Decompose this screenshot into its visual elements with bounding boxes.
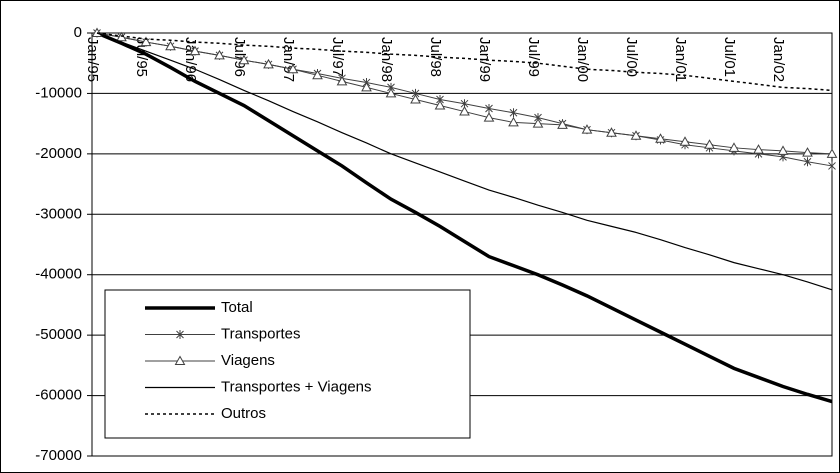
- marker: [655, 133, 666, 143]
- marker: [336, 75, 348, 86]
- marker: [803, 157, 812, 167]
- marker: [679, 136, 691, 146]
- series-line: [96, 31, 833, 404]
- y-tick-label: 0: [74, 24, 82, 41]
- marker: [509, 108, 518, 118]
- marker: [176, 330, 184, 339]
- y-tick-label: -70000: [35, 447, 82, 464]
- x-tick-label: Jan/97: [280, 37, 297, 82]
- marker: [312, 69, 323, 80]
- legend-label: Transportes + Viagens: [221, 378, 372, 395]
- x-tick-label: Jan/99: [476, 37, 493, 82]
- x-tick-label: Jul/98: [427, 37, 444, 77]
- x-tick-label: Jul/01: [721, 37, 738, 77]
- marker: [459, 106, 470, 116]
- marker: [508, 116, 519, 127]
- x-tick-label: Jul/00: [623, 37, 640, 77]
- legend-label: Transportes: [221, 325, 300, 342]
- marker: [557, 119, 568, 129]
- legend-label: Total: [221, 299, 253, 316]
- marker: [91, 27, 103, 37]
- marker: [238, 54, 250, 65]
- marker: [826, 148, 838, 158]
- marker: [140, 36, 152, 47]
- marker: [385, 87, 397, 98]
- x-tick-label: Jan/02: [770, 37, 787, 82]
- marker: [174, 355, 186, 365]
- marker: [606, 127, 617, 137]
- x-tick-label: Jul/99: [525, 37, 542, 77]
- marker: [434, 99, 446, 110]
- marker: [485, 104, 493, 114]
- marker: [189, 45, 201, 56]
- marker: [777, 145, 789, 155]
- y-tick-label: -40000: [35, 266, 82, 283]
- marker: [287, 63, 299, 74]
- marker: [704, 139, 715, 149]
- marker: [263, 58, 274, 69]
- y-tick-label: -60000: [35, 387, 82, 404]
- y-tick-label: -30000: [35, 205, 82, 222]
- x-tick-label: Jan/98: [378, 37, 395, 82]
- legend-label: Outros: [221, 405, 266, 422]
- marker: [753, 144, 764, 154]
- marker: [165, 40, 176, 51]
- x-tick-label: Jul/95: [133, 37, 150, 77]
- y-tick-label: -20000: [35, 145, 82, 162]
- x-tick-label: Jul/96: [231, 37, 248, 77]
- x-tick-label: Jan/00: [574, 37, 591, 82]
- marker: [630, 130, 642, 140]
- marker: [728, 142, 740, 152]
- y-tick-label: -50000: [35, 326, 82, 343]
- marker: [828, 161, 836, 171]
- marker: [361, 81, 372, 92]
- legend-label: Viagens: [221, 352, 275, 369]
- x-tick-label: Jul/97: [329, 37, 346, 77]
- marker: [410, 93, 421, 104]
- marker: [483, 112, 495, 122]
- marker: [581, 124, 593, 134]
- x-tick-label: Jan/95: [84, 37, 101, 82]
- x-tick-label: Jan/01: [672, 37, 689, 82]
- marker: [214, 49, 225, 60]
- legend-box: [104, 289, 471, 439]
- marker: [532, 118, 544, 128]
- marker: [802, 147, 813, 157]
- series-line: [96, 32, 833, 291]
- series-line: [96, 32, 833, 92]
- y-tick-label: -10000: [35, 84, 82, 101]
